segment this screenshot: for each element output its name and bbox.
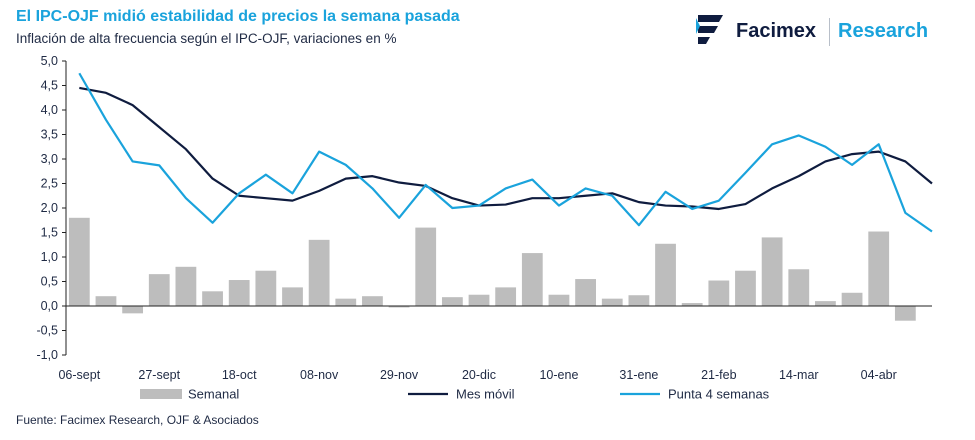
chart-subtitle: Inflación de alta frecuencia según el IP… xyxy=(16,31,397,46)
y-tick-label: 1,0 xyxy=(41,250,58,264)
y-tick-label: 4,5 xyxy=(41,79,58,93)
facimex-logo-icon xyxy=(696,15,723,44)
bar-semanal xyxy=(282,287,303,306)
line-punta-4-semanas xyxy=(78,72,933,233)
bar-semanal xyxy=(228,280,250,306)
x-tick-label: 27-sept xyxy=(138,368,180,382)
bar-semanal xyxy=(815,301,836,306)
bar-semanal xyxy=(708,280,730,306)
x-tick-label: 06-sept xyxy=(58,368,100,382)
bar-semanal xyxy=(841,292,863,306)
y-tick-label: -1,0 xyxy=(36,348,58,362)
legend-swatch-semanal xyxy=(140,389,182,399)
x-tick-label: 08-nov xyxy=(300,368,339,382)
y-tick-label: 3,0 xyxy=(41,152,58,166)
chart-canvas: -1,0 -0,5 0,0 0,5 1,0 1,5 2,0 2,5 3,0 3,5 4,0 4,5 5,… xyxy=(36,54,933,402)
bar-semanal xyxy=(95,296,117,306)
bar-semanal xyxy=(362,296,383,306)
bar-semanal xyxy=(894,306,916,321)
x-tick-label: 20-dic xyxy=(462,368,496,382)
bar-semanal xyxy=(735,270,756,306)
y-tick-label: 1,5 xyxy=(41,226,58,240)
bar-semanal xyxy=(655,243,676,306)
y-tick-label: 2,5 xyxy=(41,177,58,191)
bar-semanal xyxy=(68,217,90,306)
x-tick-label: 14-mar xyxy=(779,368,819,382)
bar-semanal xyxy=(521,253,543,306)
brand-header: Facimex Research xyxy=(696,12,946,52)
bar-semanal xyxy=(468,294,490,306)
chart-title: El IPC-OJF midió estabilidad de precios … xyxy=(16,8,460,25)
x-tick-label: 29-nov xyxy=(380,368,419,382)
brand-divider xyxy=(829,18,830,46)
line-mes-movil xyxy=(79,86,933,211)
bar-semanal xyxy=(335,298,357,306)
x-tick-label: 31-ene xyxy=(619,368,658,382)
bar-semanal xyxy=(388,306,410,308)
bar-semanal xyxy=(148,274,170,306)
bar-semanal xyxy=(868,231,890,306)
bar-semanal xyxy=(495,287,517,306)
bar-semanal xyxy=(415,227,437,306)
y-tick-label: 0,0 xyxy=(41,299,58,313)
y-tick-label: 4,0 xyxy=(41,103,58,117)
bar-semanal xyxy=(548,294,570,306)
y-tick-label: 0,5 xyxy=(41,275,58,289)
bar-semanal xyxy=(308,239,330,306)
y-tick-label: 2,0 xyxy=(41,201,58,215)
bar-semanal xyxy=(788,269,810,306)
x-tick-label: 10-ene xyxy=(539,368,578,382)
bar-semanal xyxy=(628,295,650,306)
y-tick-label: 5,0 xyxy=(41,54,58,68)
bar-semanal xyxy=(575,279,596,306)
y-tick-label: -0,5 xyxy=(36,324,58,338)
x-tick-label: 18-oct xyxy=(222,368,257,382)
brand-section: Research xyxy=(838,20,929,42)
bar-semanal xyxy=(761,237,783,306)
bar-semanal xyxy=(601,298,623,306)
brand-name: Facimex xyxy=(736,20,817,42)
bar-semanal xyxy=(255,270,277,306)
bar-semanal xyxy=(441,297,463,306)
source-note: Fuente: Facimex Research, OJF & Asociado… xyxy=(16,413,259,427)
legend-label: Mes móvil xyxy=(456,387,515,402)
y-tick-label: 3,5 xyxy=(41,128,58,142)
x-tick-label: 04-abr xyxy=(861,368,897,382)
bar-semanal xyxy=(175,266,197,306)
legend-label: Semanal xyxy=(188,387,239,402)
legend-label: Punta 4 semanas xyxy=(668,387,770,402)
bar-semanal xyxy=(681,303,703,306)
bar-semanal xyxy=(202,291,223,306)
x-tick-label: 21-feb xyxy=(701,368,736,382)
bar-semanal xyxy=(122,306,144,314)
